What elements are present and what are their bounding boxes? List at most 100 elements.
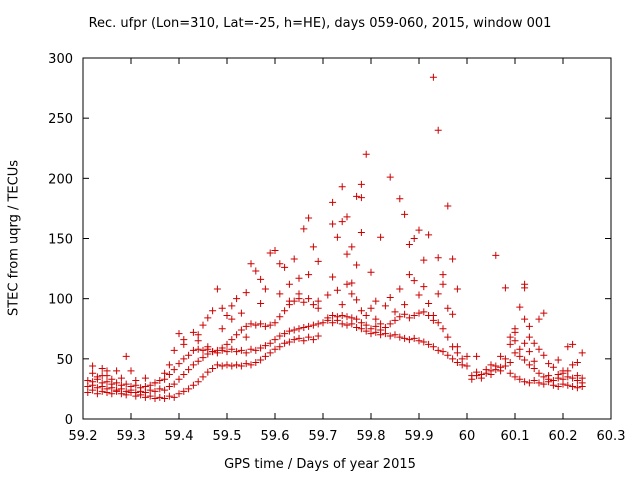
- data-point: [141, 383, 149, 391]
- data-point: [305, 295, 313, 303]
- data-point: [257, 356, 265, 364]
- data-point: [573, 358, 581, 366]
- x-tick-label: 60.3: [597, 429, 626, 444]
- data-point: [362, 321, 370, 329]
- data-point: [108, 375, 116, 383]
- data-point: [89, 369, 97, 377]
- data-point: [213, 346, 221, 354]
- data-point: [367, 268, 375, 276]
- data-point: [204, 343, 212, 351]
- data-point: [343, 321, 351, 329]
- data-point: [540, 309, 548, 317]
- data-point: [353, 324, 361, 332]
- data-point: [151, 395, 159, 403]
- data-point: [305, 271, 313, 279]
- data-point: [420, 256, 428, 264]
- data-point: [521, 339, 529, 347]
- data-point: [386, 173, 394, 181]
- data-point: [170, 366, 178, 374]
- data-point: [209, 364, 217, 372]
- data-point: [204, 368, 212, 376]
- data-point: [117, 381, 125, 389]
- data-point: [314, 304, 322, 312]
- data-point: [429, 312, 437, 320]
- data-point: [449, 255, 457, 263]
- data-point: [257, 344, 265, 352]
- data-point: [300, 225, 308, 233]
- data-point: [338, 320, 346, 328]
- data-point: [521, 378, 529, 386]
- x-tick-label: 59.9: [405, 429, 434, 444]
- data-point: [233, 361, 241, 369]
- data-point: [473, 368, 481, 376]
- data-point: [501, 284, 509, 292]
- data-point: [84, 383, 92, 391]
- data-point: [228, 362, 236, 370]
- data-point: [170, 393, 178, 401]
- data-point: [218, 304, 226, 312]
- data-point: [333, 233, 341, 241]
- data-point: [281, 330, 289, 338]
- data-point: [377, 233, 385, 241]
- data-point: [434, 254, 442, 262]
- data-point: [405, 314, 413, 322]
- data-point: [170, 380, 178, 388]
- data-point: [247, 345, 255, 353]
- data-point: [415, 337, 423, 345]
- data-point: [343, 250, 351, 258]
- data-point: [314, 320, 322, 328]
- axis-tick-labels: 59.2 59.3 59.4 59.5 59.6 59.7 59.8 59.9 60 60.1 60…: [48, 52, 625, 444]
- data-point: [194, 331, 202, 339]
- data-point: [199, 354, 207, 362]
- data-point: [410, 235, 418, 242]
- data-point: [98, 372, 106, 380]
- data-point: [161, 395, 169, 403]
- data-point: [386, 293, 394, 301]
- data-point: [530, 357, 538, 365]
- data-point: [391, 308, 399, 316]
- data-point: [93, 373, 101, 381]
- data-point: [362, 312, 370, 320]
- data-point: [554, 370, 562, 378]
- data-point: [540, 380, 548, 388]
- data-point: [501, 355, 509, 363]
- data-point: [530, 339, 538, 347]
- data-point: [257, 299, 265, 307]
- data-point: [506, 333, 514, 341]
- data-point: [497, 363, 505, 371]
- data-point: [151, 387, 159, 395]
- data-point: [141, 389, 149, 397]
- data-point: [228, 302, 236, 310]
- data-point: [89, 362, 97, 370]
- data-point: [242, 333, 250, 341]
- data-point: [199, 321, 207, 329]
- data-point: [420, 338, 428, 346]
- data-point: [425, 299, 433, 307]
- data-point: [309, 301, 317, 309]
- data-point: [405, 271, 413, 279]
- data-point: [564, 381, 572, 389]
- data-point: [516, 352, 524, 360]
- x-tick-label: 60.1: [501, 429, 530, 444]
- data-point: [477, 370, 485, 378]
- data-point: [161, 375, 169, 383]
- data-point: [237, 326, 245, 334]
- data-point: [180, 387, 188, 395]
- data-point: [122, 387, 130, 395]
- data-point: [175, 390, 183, 398]
- data-point: [329, 198, 337, 206]
- data-point: [204, 314, 212, 322]
- data-point: [165, 383, 173, 391]
- data-point: [401, 210, 409, 218]
- data-point: [295, 274, 303, 282]
- data-point: [487, 361, 495, 369]
- data-point: [228, 315, 236, 323]
- data-point: [194, 345, 202, 353]
- data-point: [84, 389, 92, 397]
- data-point: [497, 352, 505, 360]
- chart-title: Rec. ufpr (Lon=310, Lat=-25, h=HE), days…: [88, 16, 552, 31]
- data-point: [549, 363, 557, 371]
- data-point: [396, 333, 404, 341]
- data-point: [545, 372, 553, 380]
- data-point: [372, 297, 380, 305]
